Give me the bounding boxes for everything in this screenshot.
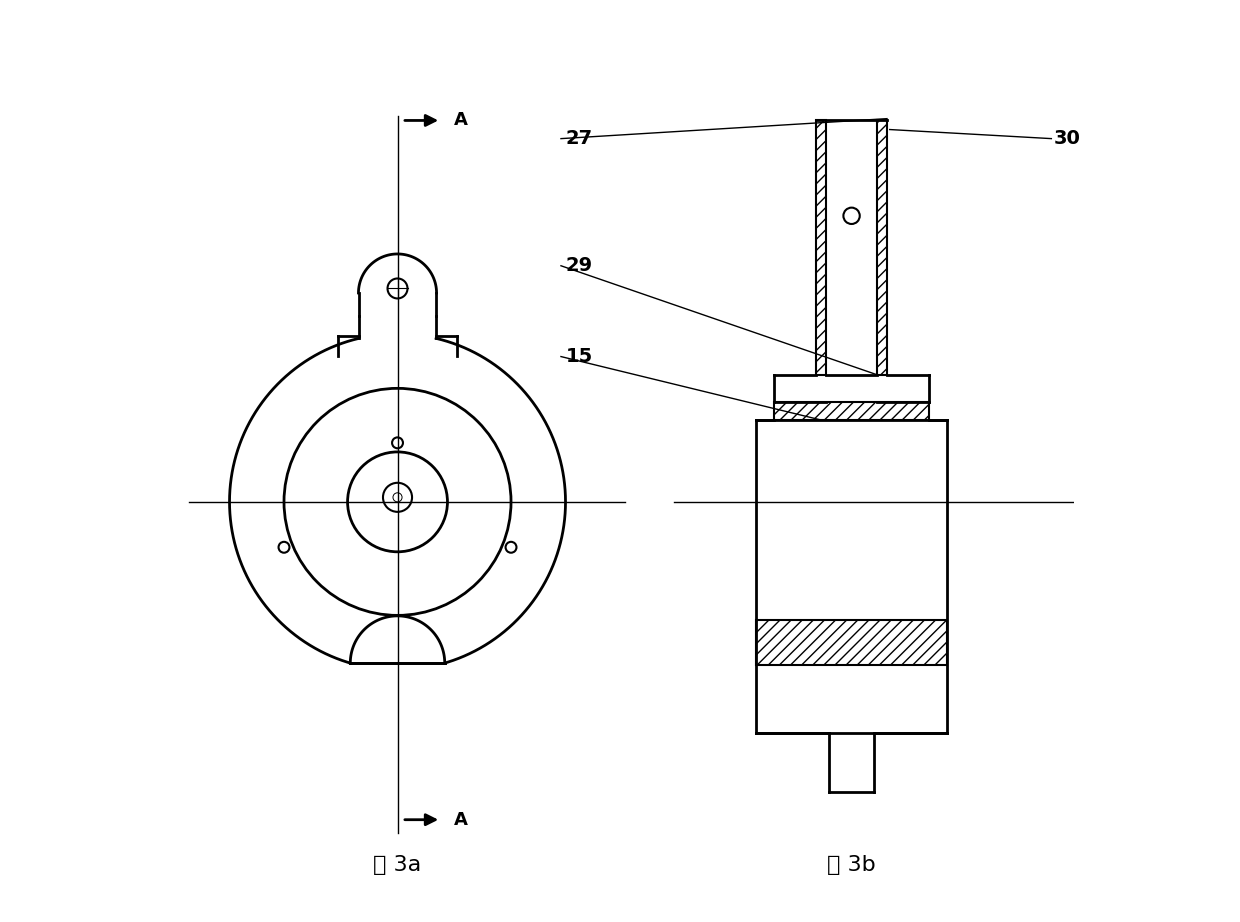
Text: 15: 15: [565, 347, 593, 366]
Bar: [774, 402, 929, 420]
Text: A: A: [454, 810, 467, 829]
Text: 图 3a: 图 3a: [373, 855, 422, 875]
Text: 30: 30: [1054, 129, 1081, 148]
Bar: [756, 620, 947, 666]
Text: 27: 27: [565, 129, 593, 148]
Text: A: A: [454, 112, 467, 129]
Text: 29: 29: [565, 256, 593, 276]
Bar: [877, 121, 887, 374]
Bar: [816, 121, 826, 374]
Text: 图 3b: 图 3b: [827, 855, 875, 875]
